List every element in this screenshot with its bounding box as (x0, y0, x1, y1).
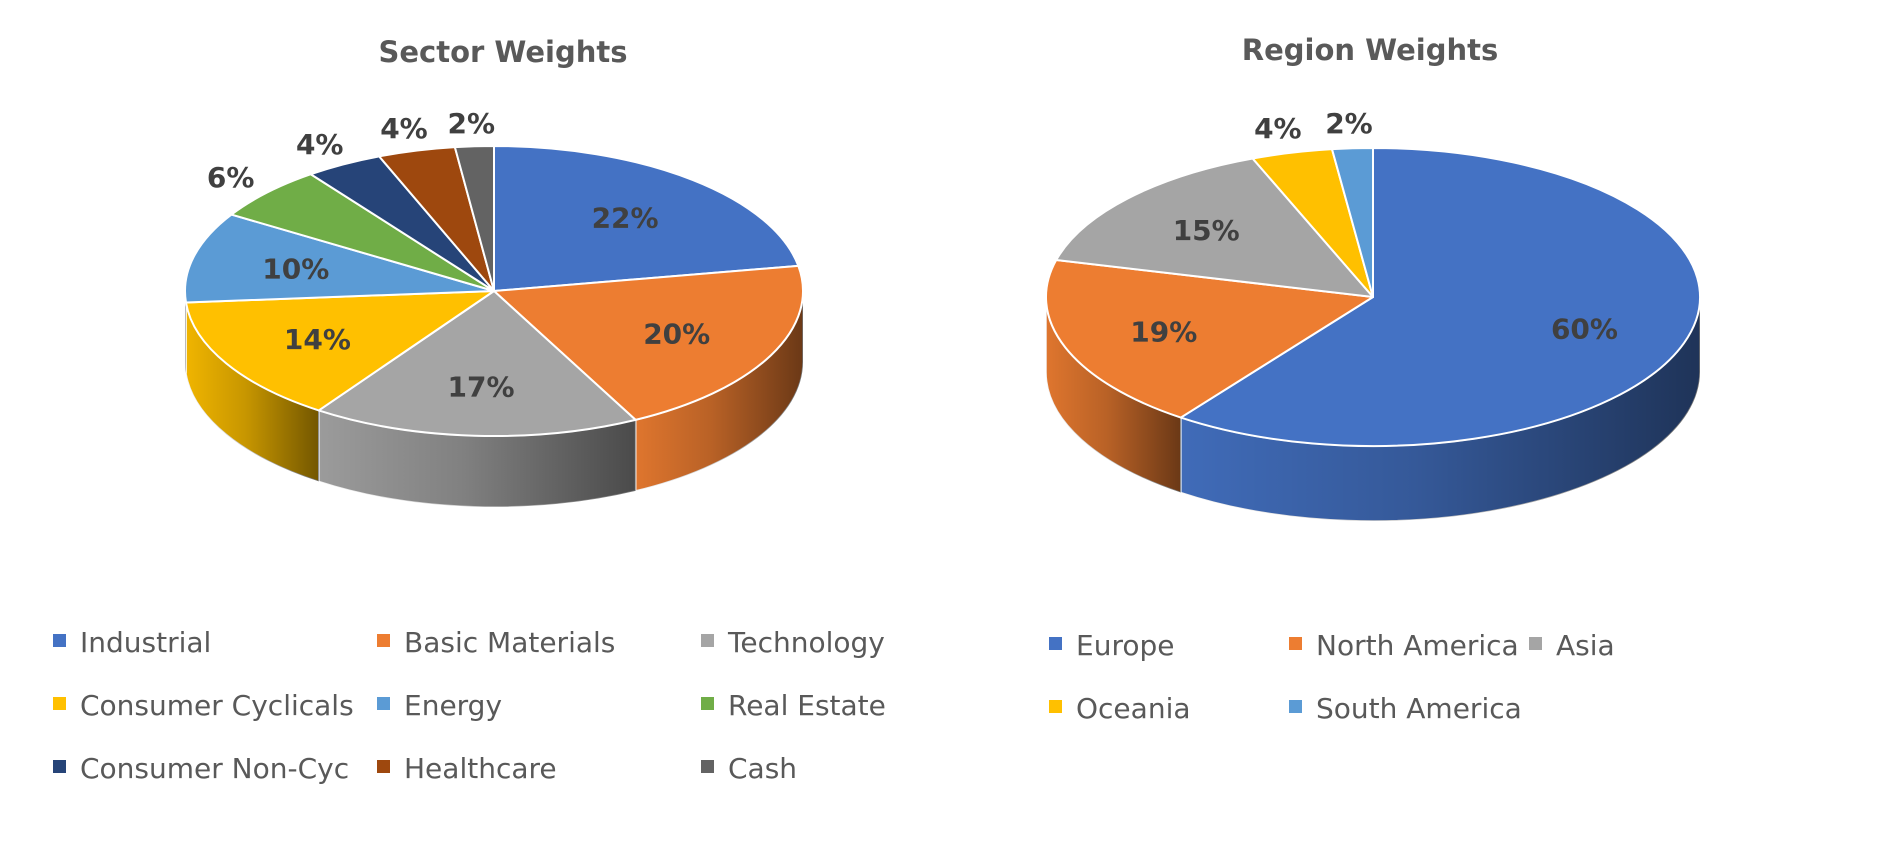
sector-data-label-basic-materials: 20% (643, 317, 710, 350)
sector-legend-swatch (701, 697, 714, 710)
region-side-north-america-shade (1046, 297, 1181, 493)
region-slice-south-america (1331, 147, 1374, 298)
region-data-label-south-america: 2% (1325, 107, 1373, 140)
sector-data-label-real-estate: 6% (207, 161, 255, 194)
region-data-labels: 60% 19% 15% 4% 2% (1130, 107, 1618, 348)
region-legend: Europe North America Asia Oceania South Amer… (1049, 629, 1615, 725)
region-pie (1045, 147, 1701, 522)
sector-legend-swatch (377, 760, 390, 773)
sector-legend-item-technology: Technology (701, 626, 885, 659)
sector-slice-technology (317, 290, 637, 437)
sector-legend-swatch (701, 634, 714, 647)
region-pie-top (1045, 147, 1701, 447)
sector-legend-item-cash: Cash (701, 752, 797, 785)
sector-legend-item-industrial: Industrial (53, 626, 211, 659)
region-legend-swatch (1529, 637, 1542, 650)
sector-legend-label: Consumer Cyclicals (80, 689, 354, 722)
sector-data-labels: 22% 20% 17% 14% 10% 6% 4% 4% 2% (207, 107, 710, 403)
sector-legend-label: Real Estate (728, 689, 886, 722)
sector-legend-label: Consumer Non-Cyc (80, 752, 349, 785)
region-legend-item-europe: Europe (1049, 629, 1174, 662)
region-legend-swatch (1289, 700, 1302, 713)
sector-legend-label: Basic Materials (404, 626, 615, 659)
sector-side-technology-shade (318, 410, 636, 507)
sector-legend-label: Cash (728, 752, 797, 785)
sector-legend-label: Healthcare (404, 752, 557, 785)
sector-legend-label: Industrial (80, 626, 211, 659)
sector-pie (184, 145, 804, 508)
sector-legend-swatch (377, 634, 390, 647)
sector-legend-item-consumer-cyclicals: Consumer Cyclicals (53, 689, 354, 722)
sector-legend-item-basic-materials: Basic Materials (377, 626, 615, 659)
region-legend-swatch (1049, 700, 1062, 713)
sector-slice-cash (453, 145, 495, 292)
sector-legend-item-energy: Energy (377, 689, 502, 722)
region-slice-asia (1055, 157, 1374, 298)
sector-slice-industrial (493, 145, 800, 292)
sector-pie-sides (184, 290, 804, 508)
region-side-europe-shade (1180, 297, 1700, 521)
region-data-label-oceania: 4% (1254, 112, 1302, 145)
sector-slice-consumer-cyclicals (184, 290, 495, 412)
sector-data-label-cash: 2% (447, 107, 495, 140)
region-legend-label: Oceania (1076, 692, 1191, 725)
sector-legend-swatch (701, 760, 714, 773)
region-legend-item-north-america: North America (1289, 629, 1519, 662)
sector-data-label-energy: 10% (262, 252, 329, 285)
region-legend-label: Europe (1076, 629, 1174, 662)
sector-slice-basic-materials (493, 264, 804, 421)
sector-legend-item-real-estate: Real Estate (701, 689, 886, 722)
sector-legend-swatch (53, 760, 66, 773)
region-legend-item-south-america: South America (1289, 692, 1522, 725)
sector-chart-title: Sector Weights (378, 35, 627, 69)
region-slice-north-america (1045, 258, 1374, 419)
region-pie-sides (1045, 296, 1701, 522)
region-legend-label: North America (1316, 629, 1519, 662)
region-weights-chart: Region Weights 60% 19% 15% 4% 2% Europe North… (1045, 33, 1701, 725)
sector-data-label-healthcare: 4% (380, 112, 428, 145)
sector-pie-top (184, 145, 804, 437)
region-slice-europe (1179, 147, 1701, 447)
sector-data-label-consumer-non-cyc: 4% (296, 128, 344, 161)
sector-legend-swatch (377, 697, 390, 710)
sector-legend-swatch (53, 634, 66, 647)
region-legend-item-asia: Asia (1529, 629, 1615, 662)
sector-legend-item-healthcare: Healthcare (377, 752, 557, 785)
region-legend-label: South America (1316, 692, 1522, 725)
sector-data-label-consumer-cyclicals: 14% (284, 323, 351, 356)
region-chart-title: Region Weights (1242, 33, 1498, 67)
region-legend-swatch (1049, 637, 1062, 650)
region-legend-swatch (1289, 637, 1302, 650)
sector-slice-real-estate (230, 173, 495, 292)
region-legend-item-oceania: Oceania (1049, 692, 1191, 725)
region-data-label-north-america: 19% (1130, 315, 1197, 348)
region-data-label-europe: 60% (1551, 312, 1618, 345)
sector-legend-label: Technology (727, 626, 885, 659)
sector-legend-item-consumer-non-cyc: Consumer Non-Cyc (53, 752, 349, 785)
region-data-label-asia: 15% (1173, 214, 1240, 247)
sector-data-label-industrial: 22% (592, 202, 659, 235)
sector-legend: Industrial Basic Materials Technology Consu… (53, 626, 886, 785)
sector-legend-swatch (53, 697, 66, 710)
sector-side-consumer-cyclicals-shade (185, 302, 319, 482)
sector-side-energy-shade (185, 291, 186, 374)
sector-data-label-technology: 17% (448, 371, 515, 404)
sector-weights-chart: Sector Weights 22% 20% 17% 14% 10% 6% 4% 4% 2% I… (53, 35, 886, 785)
sector-slice-energy (184, 213, 495, 304)
region-legend-label: Asia (1556, 629, 1615, 662)
sector-legend-label: Energy (404, 689, 502, 722)
